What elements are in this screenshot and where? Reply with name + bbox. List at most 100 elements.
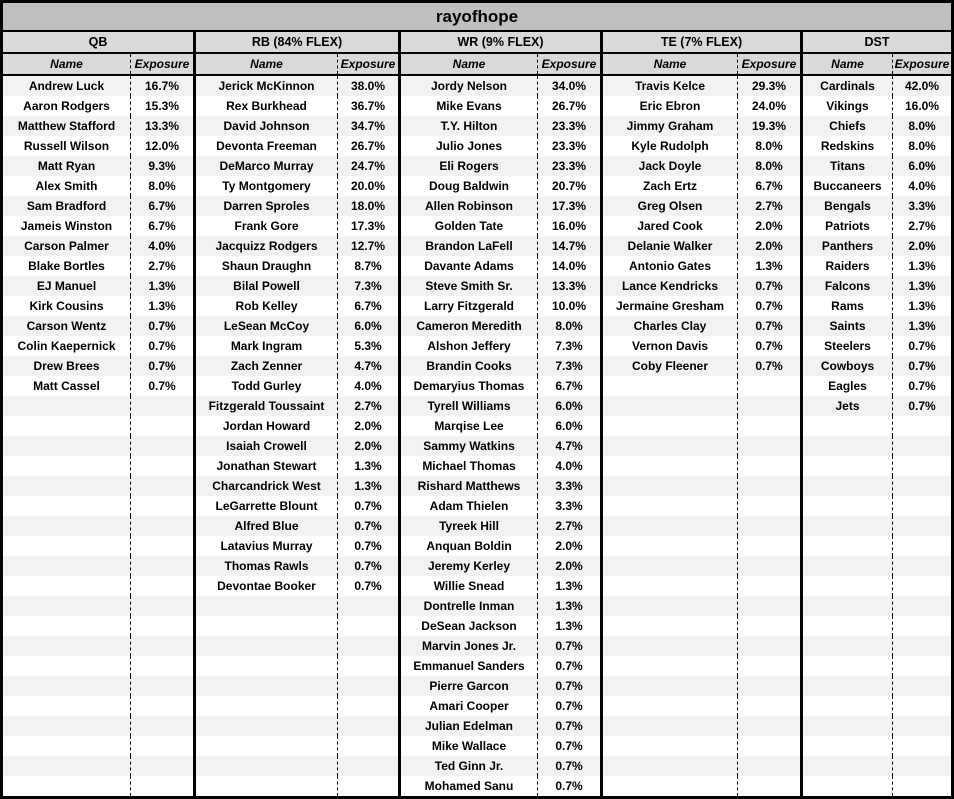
player-name-cell	[803, 496, 892, 516]
player-exposure-cell: 2.0%	[892, 236, 951, 256]
rows-dst: Cardinals 42.0% Vikings 16.0% Chiefs 8.0% Reds…	[803, 76, 951, 796]
player-exposure-cell: 8.7%	[337, 256, 398, 276]
empty-row	[603, 736, 800, 756]
section-wr: WR (9% FLEX) Name Exposure Jordy Nelson 3…	[401, 32, 603, 796]
name-column-header: Name	[250, 57, 283, 71]
player-name-cell: DeSean Jackson	[421, 619, 517, 633]
player-name-cell: Jimmy Graham	[626, 119, 714, 133]
player-exposure-cell: 0.7%	[537, 716, 600, 736]
empty-row	[803, 536, 951, 556]
player-name-cell	[196, 776, 337, 796]
player-exposure-cell: 6.0%	[537, 416, 600, 436]
empty-row	[3, 636, 193, 656]
player-exposure-cell	[737, 756, 800, 776]
player-name-cell: T.Y. Hilton	[440, 119, 498, 133]
player-exposure-cell: 3.3%	[537, 476, 600, 496]
empty-row	[3, 456, 193, 476]
player-name-cell	[803, 536, 892, 556]
player-exposure-cell	[737, 676, 800, 696]
player-exposure-cell	[892, 676, 951, 696]
empty-row	[603, 776, 800, 796]
player-name-cell	[603, 776, 737, 796]
player-exposure-cell: 3.3%	[892, 196, 951, 216]
exposure-column-header: Exposure	[737, 54, 800, 74]
player-row: Adam Thielen 3.3%	[401, 496, 600, 516]
player-exposure-cell: 8.0%	[130, 176, 193, 196]
empty-row	[3, 716, 193, 736]
player-row: EJ Manuel 1.3%	[3, 276, 193, 296]
column-headers: Name Exposure	[196, 54, 398, 76]
player-name-cell: Zach Ertz	[642, 179, 697, 193]
player-name-cell: Saints	[829, 319, 866, 333]
player-name-cell: Emmanuel Sanders	[413, 659, 525, 673]
player-exposure-cell: 1.3%	[892, 296, 951, 316]
player-exposure-cell	[130, 476, 193, 496]
player-exposure-cell	[337, 616, 398, 636]
player-row: Jermaine Gresham 0.7%	[603, 296, 800, 316]
player-exposure-cell: 0.7%	[537, 696, 600, 716]
player-exposure-cell	[337, 696, 398, 716]
player-name-cell	[603, 556, 737, 576]
player-exposure-cell	[892, 416, 951, 436]
player-name-cell	[3, 436, 130, 456]
empty-row	[803, 416, 951, 436]
player-name-cell: Sam Bradford	[26, 199, 107, 213]
player-exposure-cell	[130, 716, 193, 736]
player-name-cell: Chiefs	[829, 119, 866, 133]
player-exposure-cell	[130, 456, 193, 476]
player-name-cell: Devonta Freeman	[216, 139, 317, 153]
player-exposure-cell	[892, 636, 951, 656]
empty-row	[3, 396, 193, 416]
player-name-cell	[603, 396, 737, 416]
player-exposure-cell: 6.7%	[337, 296, 398, 316]
player-row: Fitzgerald Toussaint 2.7%	[196, 396, 398, 416]
player-exposure-cell	[337, 676, 398, 696]
player-name-cell	[803, 436, 892, 456]
player-name-cell: Coby Fleener	[631, 359, 709, 373]
player-exposure-cell	[892, 436, 951, 456]
player-name-cell: Jerick McKinnon	[218, 79, 315, 93]
player-exposure-cell	[737, 536, 800, 556]
player-exposure-cell: 10.0%	[537, 296, 600, 316]
name-column-header: Name	[831, 57, 864, 71]
player-row: Marqise Lee 6.0%	[401, 416, 600, 436]
player-exposure-cell	[737, 396, 800, 416]
player-exposure-cell: 24.7%	[337, 156, 398, 176]
player-name-cell: Matt Ryan	[37, 159, 96, 173]
player-exposure-cell: 9.3%	[130, 156, 193, 176]
player-row: Rishard Matthews 3.3%	[401, 476, 600, 496]
empty-row	[603, 476, 800, 496]
player-exposure-cell	[892, 776, 951, 796]
player-exposure-cell	[737, 376, 800, 396]
player-name-cell	[196, 736, 337, 756]
rows-qb: Andrew Luck 16.7% Aaron Rodgers 15.3% Matthe…	[3, 76, 193, 796]
player-name-cell	[3, 676, 130, 696]
player-row: Zach Ertz 6.7%	[603, 176, 800, 196]
player-row: Tyrell Williams 6.0%	[401, 396, 600, 416]
player-name-cell	[196, 596, 337, 616]
player-name-cell: Marvin Jones Jr.	[421, 639, 517, 653]
player-name-cell: Charcandrick West	[212, 479, 321, 493]
player-exposure-cell: 12.0%	[130, 136, 193, 156]
empty-row	[603, 756, 800, 776]
player-row: Travis Kelce 29.3%	[603, 76, 800, 96]
player-exposure-cell	[737, 616, 800, 636]
player-exposure-cell: 7.3%	[537, 336, 600, 356]
player-row: Delanie Walker 2.0%	[603, 236, 800, 256]
player-exposure-cell: 4.7%	[337, 356, 398, 376]
player-row: Ty Montgomery 20.0%	[196, 176, 398, 196]
player-exposure-cell	[337, 596, 398, 616]
empty-row	[3, 736, 193, 756]
player-name-cell: Amari Cooper	[429, 699, 509, 713]
player-exposure-cell: 4.0%	[537, 456, 600, 476]
player-exposure-cell	[337, 716, 398, 736]
empty-row	[803, 596, 951, 616]
empty-row	[3, 596, 193, 616]
player-name-cell: Falcons	[824, 279, 871, 293]
player-name-cell: Zach Zenner	[230, 359, 303, 373]
player-row: Titans 6.0%	[803, 156, 951, 176]
player-exposure-cell	[892, 736, 951, 756]
section-rb: RB (84% FLEX) Name Exposure Jerick McKin…	[196, 32, 401, 796]
player-name-cell	[196, 716, 337, 736]
player-row: Drew Brees 0.7%	[3, 356, 193, 376]
